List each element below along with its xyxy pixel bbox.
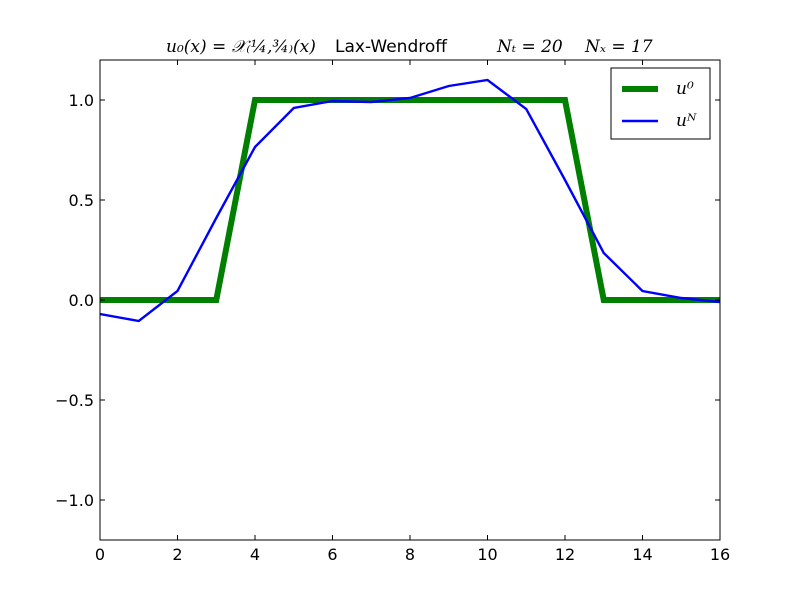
title-method: Lax-Wendroff [335, 37, 448, 57]
legend-label-u0: u⁰ [676, 79, 694, 99]
series-line-1 [100, 78, 720, 323]
x-tick-label: 10 [477, 545, 497, 564]
title-nx: Nₓ = 17 [584, 37, 653, 57]
y-tick-label: 0.0 [69, 291, 94, 310]
x-tick-label: 16 [710, 545, 730, 564]
plot-frame [99, 59, 721, 541]
x-tick-label: 14 [632, 545, 652, 564]
x-tick-label: 12 [555, 545, 575, 564]
y-tick-label: −0.5 [55, 391, 94, 410]
legend-label-uN: uᴺ [676, 111, 697, 131]
x-tick-label: 0 [95, 545, 105, 564]
x-tick-label: 8 [405, 545, 415, 564]
x-tick-label: 4 [250, 545, 260, 564]
chart-title: u₀(x) = 𝒳₍¼,¾₎(x) Lax-Wendroff Nₜ = 20 N… [166, 37, 653, 57]
y-tick-label: −1.0 [55, 491, 94, 510]
legend: u⁰ uᴺ [610, 67, 711, 140]
x-tick-label: 6 [327, 545, 337, 564]
y-tick-label: 0.5 [69, 191, 94, 210]
series-layer [100, 78, 720, 323]
series-line-0 [100, 97, 720, 303]
title-nt: Nₜ = 20 [496, 37, 563, 57]
y-tick-label: 1.0 [69, 91, 94, 110]
legend-box [610, 67, 711, 140]
title-formula: u₀(x) = 𝒳₍¼,¾₎(x) [166, 37, 316, 57]
x-tick-label: 2 [172, 545, 182, 564]
ticks-layer: 0 2 4 6 8 10 12 14 16 −1.0 −0.5 0.0 0.5 1.0 [55, 60, 730, 564]
